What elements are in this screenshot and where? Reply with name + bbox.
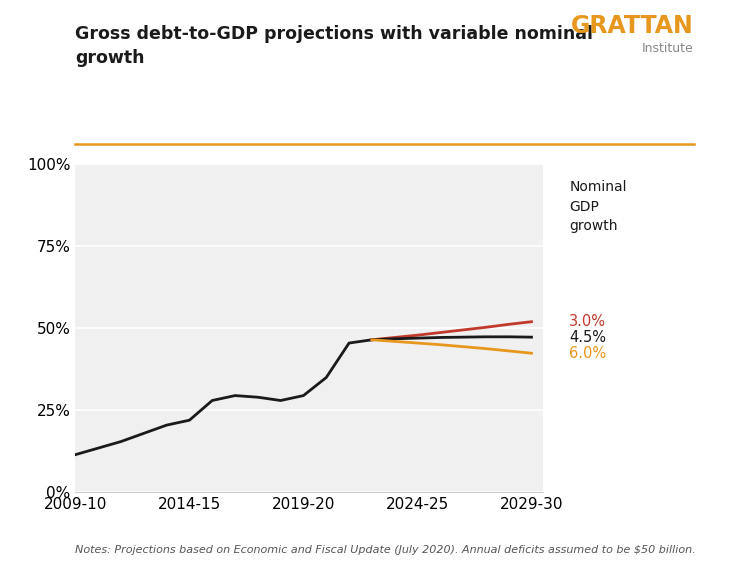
Text: 3.0%: 3.0%	[569, 314, 606, 329]
Text: GRATTAN: GRATTAN	[571, 14, 694, 38]
Text: Gross debt-to-GDP projections with variable nominal
growth: Gross debt-to-GDP projections with varia…	[75, 25, 593, 67]
Text: Nominal
GDP
growth: Nominal GDP growth	[569, 180, 627, 233]
Text: 4.5%: 4.5%	[569, 329, 606, 345]
Text: Notes: Projections based on Economic and Fiscal Update (July 2020). Annual defic: Notes: Projections based on Economic and…	[75, 544, 696, 555]
Text: 6.0%: 6.0%	[569, 346, 606, 361]
Text: Institute: Institute	[642, 42, 694, 55]
